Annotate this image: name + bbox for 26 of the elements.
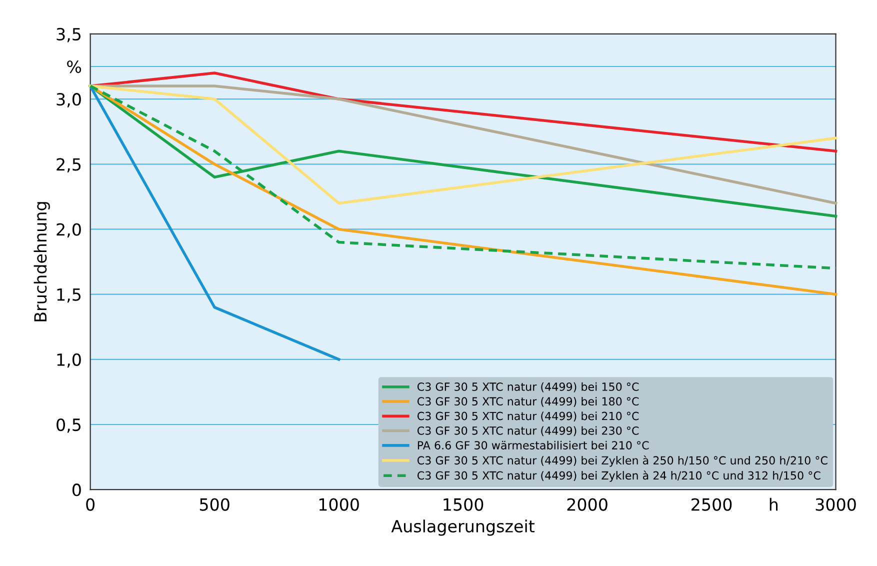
x-tick-label: 2500: [692, 498, 732, 511]
legend-label: C3 GF 30 5 XTC natur (4499) bei Zyklen à 250 h/150 °C und 250 h/210 °C: [417, 456, 828, 467]
y-tick-label: 1,0: [57, 353, 81, 368]
y-tick-label: 0,5: [56, 418, 81, 433]
legend-label: C3 GF 30 5 XTC natur (4499) bei 230 °C: [417, 426, 639, 436]
x-tick-label: 0: [86, 498, 95, 511]
y-tick-label: 2,0: [56, 223, 81, 238]
x-tick-label: 1500: [444, 498, 484, 511]
x-tick-label: 3000: [816, 498, 856, 511]
y-tick-label: 2,5: [56, 158, 81, 172]
legend-label: PA 6.6 GF 30 wärmestabilisiert bei 210 °C: [418, 440, 649, 450]
y-tick-label: 0: [72, 484, 81, 496]
legend-label: C3 GF 30 5 XTC natur (4499) bei Zyklen à 24 h/210 °C und 312 h/150 °C: [417, 470, 820, 482]
x-tick-label: 1000: [319, 498, 359, 511]
y-axis-title: Bruchdehnung: [34, 202, 50, 322]
y-tick-label: 3,0: [56, 93, 81, 108]
y-tick-label: 3,5: [56, 28, 81, 42]
y-tick-label: 1,5: [57, 288, 81, 303]
x-axis-title: Auslagerungszeit: [391, 520, 535, 536]
x-tick-label: h: [770, 498, 778, 511]
legend-label: C3 GF 30 5 XTC natur (4499) bei 180 °C: [417, 396, 639, 407]
x-tick-label: 2000: [567, 498, 608, 511]
legend-label: C3 GF 30 5 XTC natur (4499) bei 210 °C: [417, 412, 639, 422]
y-tick-label: %: [67, 60, 82, 74]
legend-label: C3 GF 30 5 XTC natur (4499) bei 150 °C: [417, 382, 639, 392]
x-tick-label: 500: [200, 498, 230, 511]
